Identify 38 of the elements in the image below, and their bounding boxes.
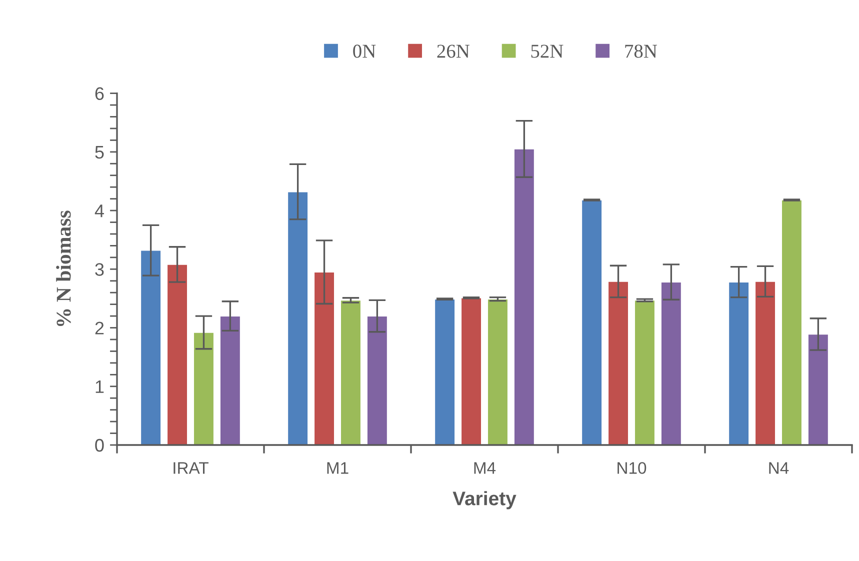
legend-label: 52N: [531, 44, 564, 58]
y-tick-label: 6: [95, 87, 104, 100]
y-axis-title: % N biomass: [56, 210, 71, 326]
y-tick-label: 5: [95, 146, 104, 159]
legend-label: 0N: [353, 44, 376, 58]
x-tick-label: M4: [474, 462, 496, 474]
legend-label: 26N: [437, 44, 470, 58]
x-tick-label: N10: [618, 462, 646, 474]
y-tick-label: 1: [96, 380, 104, 393]
bar: [514, 148, 535, 445]
legend-label: 78N: [625, 44, 657, 58]
y-tick-label: 3: [95, 263, 104, 276]
x-axis-title: Variety: [452, 491, 516, 510]
y-tick-label: 2: [95, 322, 104, 334]
x-tick-label: N4: [769, 462, 789, 474]
bar: [634, 300, 656, 445]
bar: [193, 332, 214, 445]
bar: [140, 250, 162, 445]
bar: [608, 281, 629, 445]
bar: [781, 200, 802, 445]
bar: [340, 300, 362, 445]
bar: [754, 281, 776, 445]
bar: [808, 334, 829, 445]
bar: [581, 200, 602, 445]
bar: [220, 316, 241, 445]
bar: [660, 282, 682, 445]
bar: [728, 282, 750, 445]
bar: [287, 191, 308, 445]
bar: [366, 316, 388, 445]
bar: [314, 272, 335, 445]
bar: [434, 298, 456, 445]
bar: [487, 298, 508, 445]
x-tick-label: IRAT: [174, 462, 208, 474]
bar: [166, 264, 188, 445]
x-tick-label: M1: [327, 462, 348, 474]
y-tick-label: 0: [95, 438, 104, 452]
bar: [460, 297, 482, 445]
y-tick-label: 4: [94, 204, 104, 218]
